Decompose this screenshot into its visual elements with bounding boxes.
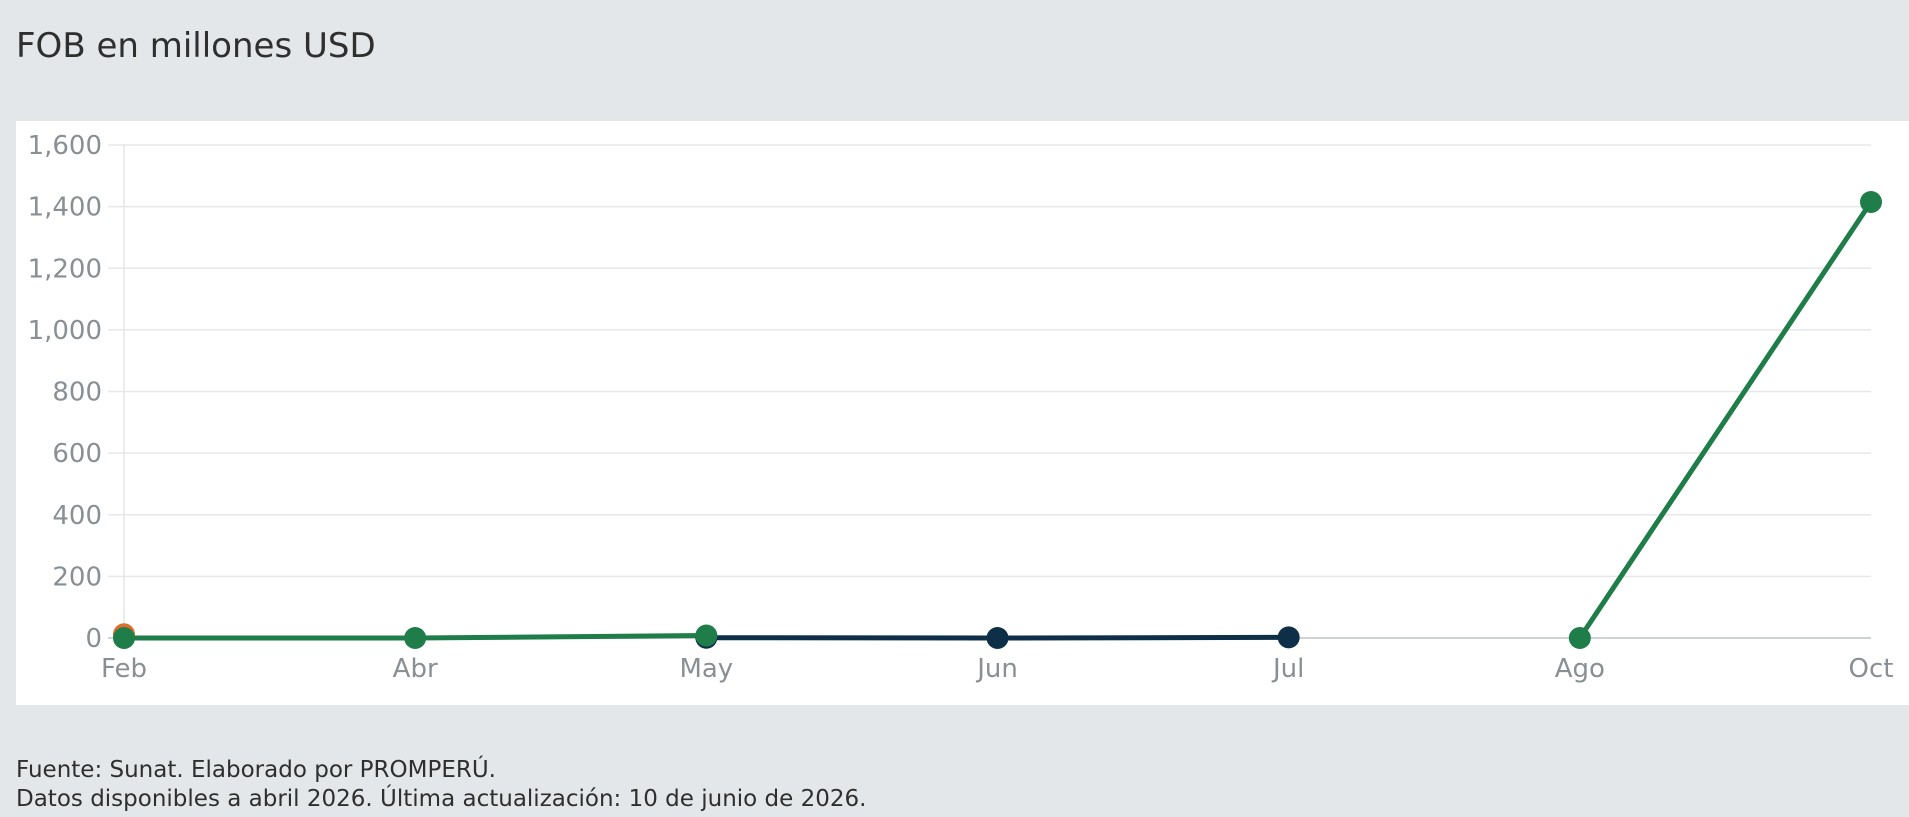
x-tick-label: Oct [1849,654,1894,684]
x-tick-label: May [679,654,733,684]
x-tick-label: Abr [393,654,438,684]
update-note: Datos disponibles a abril 2026. Última a… [16,786,867,812]
series-lines [121,199,1874,641]
y-tick-labels: 0 200 400 600 800 1,000 1,200 1,400 1,600 [28,131,102,654]
data-point [1277,626,1300,649]
y-tick-label: 400 [52,501,102,531]
y-tick-label: 0 [85,624,102,654]
y-tick-label: 800 [52,378,102,408]
data-point [1860,191,1882,214]
chart-panel: 0 200 400 600 800 1,000 1,200 1,400 1,600 Feb Abr… [16,121,1909,705]
x-tick-label: Feb [101,654,147,684]
data-point [986,627,1009,649]
chart-title: FOB en millones USD [16,26,376,66]
y-tick-label: 1,600 [28,131,102,161]
data-point [113,627,135,649]
x-tick-label: Jul [1271,654,1304,684]
series-points [113,191,1882,649]
x-tick-label: Jun [975,654,1018,684]
y-tick-label: 1,000 [28,316,102,346]
footer: Fuente: Sunat. Elaborado por PROMPERÚ. D… [16,756,866,814]
series-line [1577,199,1874,641]
x-tick-label: Ago [1555,654,1605,684]
y-tick-label: 1,200 [28,254,102,284]
y-tick-label: 1,400 [28,193,102,223]
source-note: Fuente: Sunat. Elaborado por PROMPERÚ. [16,757,496,783]
data-point [695,624,718,647]
data-point [1568,627,1591,649]
line-chart: 0 200 400 600 800 1,000 1,200 1,400 1,600 Feb Abr… [28,131,1894,684]
y-tick-label: 600 [52,439,102,469]
grid-lines [108,144,1871,639]
x-tick-labels: Feb Abr May Jun Jul Ago Oct [101,654,1894,684]
data-point [404,627,427,649]
y-tick-label: 200 [52,562,102,592]
